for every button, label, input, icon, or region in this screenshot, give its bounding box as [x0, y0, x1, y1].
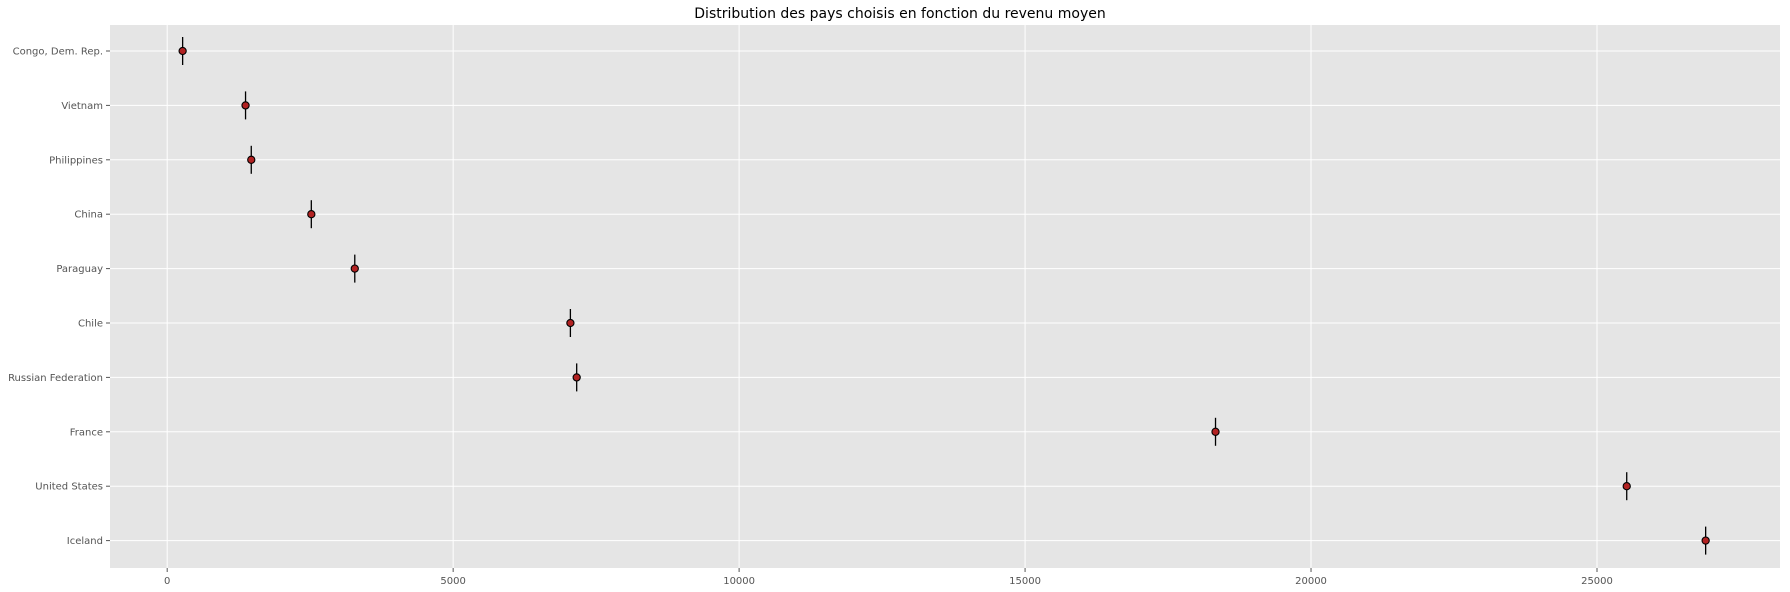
plot-area: [110, 25, 1780, 568]
x-tick-label: 0: [164, 576, 170, 587]
y-tick-label: China: [74, 210, 103, 221]
data-point: [572, 373, 581, 382]
data-point: [1622, 482, 1631, 491]
data-point: [566, 318, 575, 328]
y-tick-label: Chile: [78, 319, 103, 330]
data-point: [241, 101, 250, 110]
x-tick-label: 15000: [1009, 576, 1041, 587]
y-tick-label: France: [70, 427, 103, 438]
x-tick-label: 20000: [1295, 576, 1327, 587]
y-tick-label: Vietnam: [61, 101, 103, 112]
data-point: [178, 46, 187, 56]
data-point: [1211, 427, 1220, 436]
x-tick-label: 5000: [440, 576, 465, 587]
data-point: [350, 264, 359, 273]
y-axis: Congo, Dem. Rep. Vietnam Philippines China P…: [8, 47, 110, 547]
data-points: [178, 37, 1710, 555]
chart-title: Distribution des pays choisis en fonctio…: [694, 6, 1105, 22]
y-tick-label: Philippines: [49, 155, 103, 166]
y-tick-label: Iceland: [67, 536, 103, 547]
x-axis: 0 5000 10000 15000 20000 25000: [164, 568, 1613, 587]
y-tick-label: United States: [35, 482, 103, 493]
data-point: [307, 210, 316, 219]
x-tick-label: 10000: [723, 576, 755, 587]
y-tick-label: Congo, Dem. Rep.: [13, 47, 103, 58]
data-point: [1701, 536, 1710, 545]
grid: [110, 25, 1780, 568]
x-tick-label: 25000: [1581, 576, 1613, 587]
y-tick-label: Paraguay: [56, 264, 103, 275]
y-tick-label: Russian Federation: [8, 373, 103, 384]
data-point: [247, 155, 256, 164]
